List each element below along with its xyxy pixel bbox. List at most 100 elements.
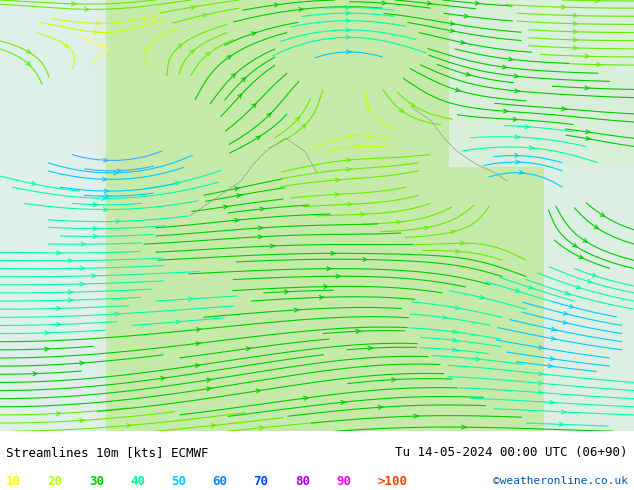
Text: 10: 10 — [6, 475, 22, 488]
FancyArrowPatch shape — [346, 35, 351, 39]
FancyArrowPatch shape — [295, 117, 299, 122]
FancyArrowPatch shape — [594, 225, 598, 229]
FancyArrowPatch shape — [538, 391, 543, 394]
FancyArrowPatch shape — [93, 234, 98, 238]
FancyArrowPatch shape — [102, 196, 107, 200]
FancyArrowPatch shape — [258, 235, 263, 239]
FancyArrowPatch shape — [539, 345, 544, 349]
FancyArrowPatch shape — [515, 89, 520, 93]
FancyArrowPatch shape — [466, 73, 471, 76]
FancyArrowPatch shape — [502, 65, 507, 69]
FancyArrowPatch shape — [94, 30, 99, 34]
FancyArrowPatch shape — [32, 182, 37, 186]
FancyArrowPatch shape — [331, 251, 336, 255]
FancyArrowPatch shape — [80, 418, 85, 422]
FancyArrowPatch shape — [26, 61, 30, 66]
FancyArrowPatch shape — [207, 387, 212, 391]
FancyArrowPatch shape — [539, 372, 544, 376]
FancyArrowPatch shape — [327, 267, 332, 270]
FancyArrowPatch shape — [356, 329, 361, 333]
FancyArrowPatch shape — [246, 347, 251, 351]
FancyArrowPatch shape — [235, 187, 240, 191]
FancyArrowPatch shape — [335, 178, 340, 182]
FancyArrowPatch shape — [453, 330, 458, 334]
FancyArrowPatch shape — [592, 273, 598, 277]
Text: 70: 70 — [254, 475, 269, 488]
FancyArrowPatch shape — [302, 124, 306, 128]
FancyArrowPatch shape — [211, 424, 216, 428]
FancyArrowPatch shape — [242, 77, 245, 82]
FancyArrowPatch shape — [56, 251, 61, 255]
FancyArrowPatch shape — [460, 241, 465, 245]
FancyArrowPatch shape — [573, 14, 578, 18]
FancyArrowPatch shape — [550, 357, 555, 361]
FancyArrowPatch shape — [271, 244, 275, 248]
FancyArrowPatch shape — [346, 5, 350, 9]
FancyArrowPatch shape — [347, 158, 352, 162]
FancyArrowPatch shape — [550, 400, 555, 404]
FancyArrowPatch shape — [357, 145, 362, 148]
FancyArrowPatch shape — [81, 242, 86, 246]
FancyArrowPatch shape — [552, 327, 557, 331]
Text: 30: 30 — [89, 475, 104, 488]
FancyArrowPatch shape — [80, 361, 85, 365]
Text: 60: 60 — [212, 475, 228, 488]
FancyArrowPatch shape — [68, 290, 73, 294]
FancyArrowPatch shape — [92, 274, 97, 278]
FancyArrowPatch shape — [476, 1, 480, 5]
FancyArrowPatch shape — [116, 220, 121, 223]
Text: 90: 90 — [336, 475, 351, 488]
FancyArrowPatch shape — [573, 243, 577, 247]
FancyArrowPatch shape — [585, 86, 590, 90]
FancyArrowPatch shape — [238, 94, 242, 98]
FancyArrowPatch shape — [27, 49, 31, 53]
FancyArrowPatch shape — [335, 193, 340, 196]
FancyArrowPatch shape — [207, 378, 212, 382]
Text: >100: >100 — [377, 475, 407, 488]
FancyArrowPatch shape — [64, 43, 68, 47]
FancyArrowPatch shape — [347, 202, 353, 206]
FancyArrowPatch shape — [256, 389, 261, 393]
FancyArrowPatch shape — [551, 337, 556, 341]
FancyArrowPatch shape — [392, 378, 397, 382]
Text: Streamlines 10m [kts] ECMWF: Streamlines 10m [kts] ECMWF — [6, 446, 209, 459]
FancyArrowPatch shape — [196, 342, 201, 345]
FancyArrowPatch shape — [363, 258, 368, 261]
FancyArrowPatch shape — [461, 40, 466, 44]
FancyArrowPatch shape — [346, 11, 351, 15]
FancyArrowPatch shape — [178, 44, 182, 48]
FancyArrowPatch shape — [260, 426, 265, 430]
FancyArrowPatch shape — [563, 320, 568, 324]
FancyArrowPatch shape — [452, 348, 457, 351]
FancyArrowPatch shape — [299, 8, 304, 11]
FancyArrowPatch shape — [595, 0, 600, 2]
FancyArrowPatch shape — [597, 63, 602, 67]
FancyArrowPatch shape — [294, 308, 299, 312]
FancyArrowPatch shape — [365, 105, 369, 109]
FancyArrowPatch shape — [113, 171, 119, 175]
FancyArrowPatch shape — [304, 396, 309, 400]
FancyArrowPatch shape — [176, 320, 181, 324]
FancyArrowPatch shape — [378, 405, 383, 409]
FancyArrowPatch shape — [529, 146, 534, 149]
FancyArrowPatch shape — [455, 306, 460, 310]
FancyArrowPatch shape — [514, 74, 519, 78]
FancyArrowPatch shape — [573, 30, 578, 34]
FancyArrowPatch shape — [252, 32, 257, 36]
FancyArrowPatch shape — [347, 50, 351, 54]
Text: ©weatheronline.co.uk: ©weatheronline.co.uk — [493, 476, 628, 486]
FancyArrowPatch shape — [195, 364, 200, 368]
FancyArrowPatch shape — [117, 169, 122, 173]
FancyArrowPatch shape — [252, 103, 256, 108]
FancyArrowPatch shape — [450, 29, 455, 32]
FancyArrowPatch shape — [256, 136, 260, 140]
FancyArrowPatch shape — [336, 274, 341, 278]
FancyArrowPatch shape — [350, 134, 354, 138]
FancyArrowPatch shape — [399, 108, 404, 112]
FancyArrowPatch shape — [341, 400, 346, 404]
FancyArrowPatch shape — [235, 219, 240, 222]
Text: 50: 50 — [171, 475, 186, 488]
FancyArrowPatch shape — [455, 88, 461, 92]
FancyArrowPatch shape — [586, 130, 591, 134]
FancyArrowPatch shape — [573, 22, 578, 25]
